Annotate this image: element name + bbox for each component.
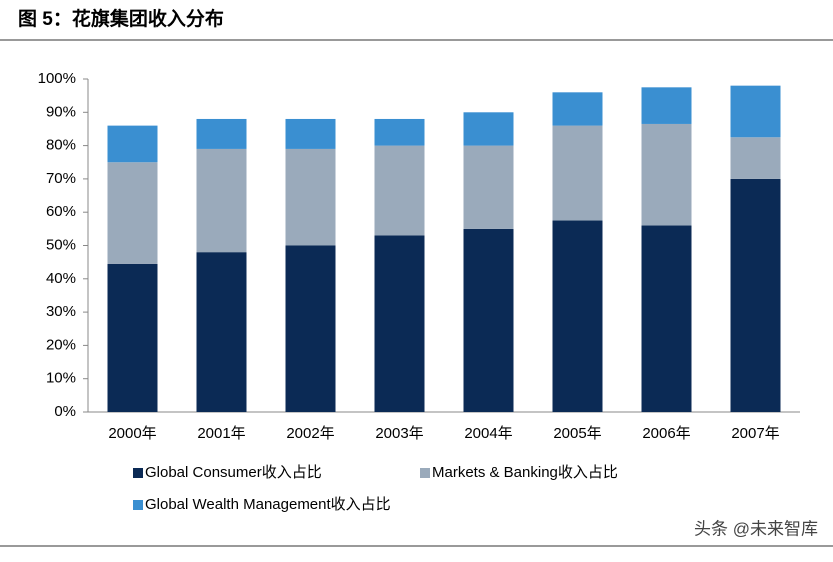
- bar-segment: [463, 145, 514, 229]
- x-tick-label: 2003年: [375, 425, 423, 442]
- y-tick-label: 30%: [46, 303, 76, 320]
- bar-segment: [463, 112, 514, 146]
- y-tick-label: 90%: [46, 103, 76, 120]
- bar-segment: [107, 263, 158, 412]
- legend-swatch: [133, 468, 143, 478]
- bar-segment: [285, 148, 336, 246]
- bar-segment: [730, 137, 781, 179]
- bar-segment: [196, 252, 247, 412]
- bar-segment: [374, 145, 425, 236]
- bar-segment: [463, 228, 514, 412]
- x-tick-label: 2001年: [197, 425, 245, 442]
- y-tick-label: 20%: [46, 336, 76, 353]
- x-tick-label: 2004年: [464, 425, 512, 442]
- x-tick-label: 2006年: [642, 425, 690, 442]
- y-tick-label: 0%: [54, 403, 76, 420]
- bar-segment: [196, 118, 247, 149]
- bar-segment: [552, 220, 603, 412]
- bar-segment: [285, 118, 336, 149]
- bar-segment: [107, 125, 158, 163]
- x-tick-label: 2005年: [553, 425, 601, 442]
- bar-segment: [730, 178, 781, 412]
- x-tick-label: 2007年: [731, 425, 779, 442]
- bar-segment: [552, 92, 603, 126]
- bar-segment: [374, 235, 425, 412]
- y-tick-label: 60%: [46, 203, 76, 220]
- y-tick-label: 100%: [38, 70, 76, 87]
- x-tick-label: 2000年: [108, 425, 156, 442]
- legend-label: Global Wealth Management收入占比: [145, 496, 391, 513]
- y-tick-label: 70%: [46, 170, 76, 187]
- y-tick-label: 40%: [46, 270, 76, 287]
- bar-segment: [552, 125, 603, 221]
- watermark: 头条 @未来智库: [694, 519, 818, 538]
- legend-label: Markets & Banking收入占比: [432, 464, 618, 481]
- bar-segment: [107, 162, 158, 264]
- bar-segment: [641, 87, 692, 124]
- bar-segment: [641, 225, 692, 412]
- bar-segment: [641, 123, 692, 226]
- bar-segment: [374, 118, 425, 146]
- bar-segment: [285, 245, 336, 412]
- legend-swatch: [420, 468, 430, 478]
- legend-swatch: [133, 500, 143, 510]
- x-tick-label: 2002年: [286, 425, 334, 442]
- chart-title: 图 5：花旗集团收入分布: [18, 7, 224, 30]
- bar-segment: [730, 85, 781, 138]
- bar-segment: [196, 148, 247, 253]
- y-tick-label: 80%: [46, 137, 76, 154]
- y-tick-label: 50%: [46, 236, 76, 253]
- y-tick-label: 10%: [46, 370, 76, 387]
- legend-label: Global Consumer收入占比: [145, 464, 322, 481]
